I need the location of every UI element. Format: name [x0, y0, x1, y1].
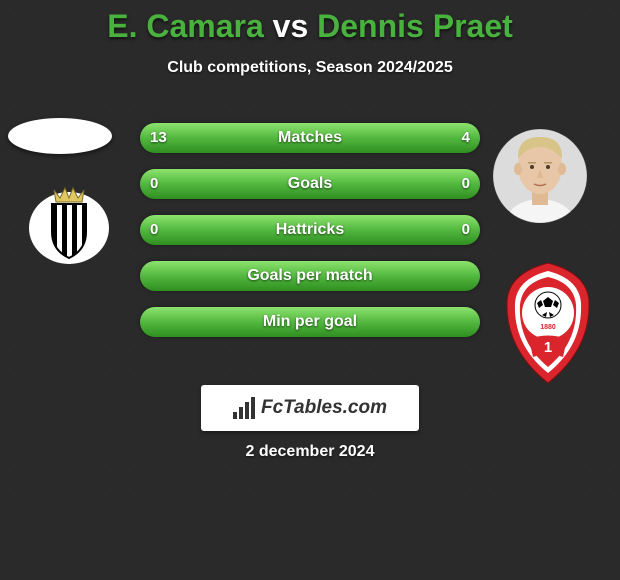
club-badge-left: [28, 180, 110, 266]
svg-text:1880: 1880: [540, 324, 556, 331]
stat-row: Goals per match: [140, 261, 480, 291]
stat-label: Hattricks: [140, 215, 480, 245]
club-badge-right: 1880 1: [497, 259, 599, 387]
stat-row: Hattricks0 0: [140, 215, 480, 245]
stat-row: Min per goal: [140, 307, 480, 337]
brand-box[interactable]: FcTables.com: [201, 385, 419, 431]
stat-row: Matches13 4: [140, 123, 480, 153]
stat-value-left: 0: [150, 169, 158, 199]
brand-text: FcTables.com: [261, 397, 387, 419]
stat-rows: Matches134Goals00Hattricks00Goals per ma…: [140, 123, 480, 353]
stat-label: Min per goal: [140, 307, 480, 337]
title-right: Dennis Praet: [317, 8, 513, 44]
stat-value-left: 0: [150, 215, 158, 245]
stat-row: Goals0 0: [140, 169, 480, 199]
svg-text:1: 1: [544, 339, 552, 356]
stat-value-right: 4: [462, 123, 470, 153]
stat-value-right: 0: [462, 169, 470, 199]
player-right-avatar: [493, 123, 587, 229]
stat-label: Goals per match: [140, 261, 480, 291]
page-title: E. Camara vs Dennis Praet: [0, 0, 620, 45]
stat-value-left: 13: [150, 123, 167, 153]
stat-label: Goals: [140, 169, 480, 199]
brand-bars-icon: [233, 397, 255, 419]
stat-label: Matches: [140, 123, 480, 153]
player-left-avatar: [8, 118, 112, 154]
stat-value-right: 0: [462, 215, 470, 245]
subtitle: Club competitions, Season 2024/2025: [0, 59, 620, 77]
title-left: E. Camara: [107, 8, 264, 44]
title-vs: vs: [273, 8, 309, 44]
date: 2 december 2024: [0, 443, 620, 461]
